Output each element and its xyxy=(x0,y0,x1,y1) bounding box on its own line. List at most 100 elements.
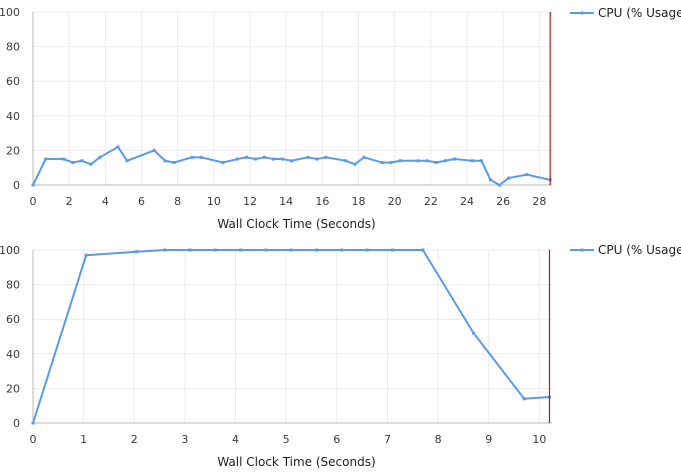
data-point xyxy=(452,157,456,161)
data-point xyxy=(44,157,48,161)
legend-label: CPU (% Usage) xyxy=(598,6,681,20)
legend: CPU (% Usage) xyxy=(570,243,681,257)
y-tick-label: 100 xyxy=(0,244,20,257)
data-point xyxy=(221,161,225,165)
x-tick-label: 8 xyxy=(435,433,442,446)
legend-marker xyxy=(580,11,584,15)
data-point xyxy=(213,248,217,252)
legend-label: CPU (% Usage) xyxy=(598,243,681,257)
data-point xyxy=(125,159,129,163)
data-point xyxy=(443,159,447,163)
data-point xyxy=(507,176,511,180)
data-point xyxy=(235,157,239,161)
data-point xyxy=(62,157,66,161)
data-point xyxy=(470,159,474,163)
data-point xyxy=(71,161,75,165)
data-point xyxy=(434,161,438,165)
x-tick-label: 22 xyxy=(424,195,438,208)
x-tick-label: 2 xyxy=(66,195,73,208)
data-point xyxy=(84,253,88,257)
data-point xyxy=(324,155,328,159)
data-point xyxy=(344,159,348,163)
data-point xyxy=(380,161,384,165)
x-axis-title: Wall Clock Time (Seconds) xyxy=(217,217,375,231)
bottom-cpu-chart: 0 20 40 60 80 100 0 1 2 3 4 5 6 7 8 9 10 Wall Clock Time … xyxy=(0,243,681,469)
data-point xyxy=(152,148,156,152)
data-point xyxy=(315,248,319,252)
x-tick-label: 6 xyxy=(138,195,145,208)
data-point xyxy=(398,159,402,163)
y-tick-label: 100 xyxy=(0,6,20,19)
x-tick-label: 16 xyxy=(315,195,329,208)
series-line xyxy=(32,145,551,186)
data-point xyxy=(365,248,369,252)
legend: CPU (% Usage) xyxy=(570,6,681,20)
x-tick-label: 4 xyxy=(102,195,109,208)
data-point xyxy=(239,248,243,252)
legend-marker xyxy=(580,248,584,252)
data-point xyxy=(188,248,192,252)
data-point xyxy=(172,161,176,165)
x-tick-label: 6 xyxy=(333,433,340,446)
data-point xyxy=(199,155,203,159)
data-point xyxy=(31,421,35,425)
x-tick-label: 0 xyxy=(30,433,37,446)
x-tick-label: 14 xyxy=(279,195,293,208)
x-tick-label: 10 xyxy=(532,433,546,446)
y-tick-label: 80 xyxy=(6,279,20,292)
data-point xyxy=(391,248,395,252)
y-tick-label: 0 xyxy=(13,179,20,192)
data-point xyxy=(290,159,294,163)
x-tick-label: 5 xyxy=(283,433,290,446)
data-point xyxy=(479,159,483,163)
data-point xyxy=(31,183,35,187)
data-point xyxy=(498,183,502,187)
x-tick-label: 1 xyxy=(80,433,87,446)
x-tick-label: 18 xyxy=(352,195,366,208)
data-point xyxy=(163,159,167,163)
data-point xyxy=(190,155,194,159)
data-point xyxy=(340,248,344,252)
data-point xyxy=(264,248,268,252)
y-tick-label: 20 xyxy=(6,382,20,395)
data-point xyxy=(421,248,425,252)
data-point xyxy=(98,155,102,159)
data-point xyxy=(80,159,84,163)
x-tick-label: 8 xyxy=(174,195,181,208)
x-axis-title: Wall Clock Time (Seconds) xyxy=(217,455,375,469)
data-point xyxy=(262,155,266,159)
y-tick-label: 60 xyxy=(6,75,20,88)
data-point xyxy=(281,157,285,161)
data-point xyxy=(89,162,93,166)
data-point xyxy=(353,162,357,166)
x-tick-label: 28 xyxy=(532,195,546,208)
data-point xyxy=(425,159,429,163)
data-point xyxy=(416,159,420,163)
data-point xyxy=(362,155,366,159)
y-tick-label: 80 xyxy=(6,41,20,54)
data-point xyxy=(253,157,257,161)
y-tick-label: 20 xyxy=(6,144,20,157)
x-tick-label: 9 xyxy=(485,433,492,446)
data-point xyxy=(522,397,526,401)
x-tick-label: 12 xyxy=(243,195,257,208)
x-tick-label: 10 xyxy=(207,195,221,208)
data-point xyxy=(289,248,293,252)
x-tick-label: 20 xyxy=(388,195,402,208)
data-point xyxy=(489,178,493,182)
x-tick-label: 24 xyxy=(460,195,474,208)
data-point xyxy=(389,161,393,165)
data-point xyxy=(244,155,248,159)
data-point xyxy=(135,250,139,254)
y-tick-label: 0 xyxy=(13,417,20,430)
data-point xyxy=(315,157,319,161)
data-point xyxy=(472,331,476,335)
x-tick-label: 4 xyxy=(232,433,239,446)
x-tick-label: 7 xyxy=(384,433,391,446)
data-point xyxy=(163,248,167,252)
x-tick-label: 0 xyxy=(30,195,37,208)
data-point xyxy=(525,173,529,177)
series-line xyxy=(32,249,550,424)
